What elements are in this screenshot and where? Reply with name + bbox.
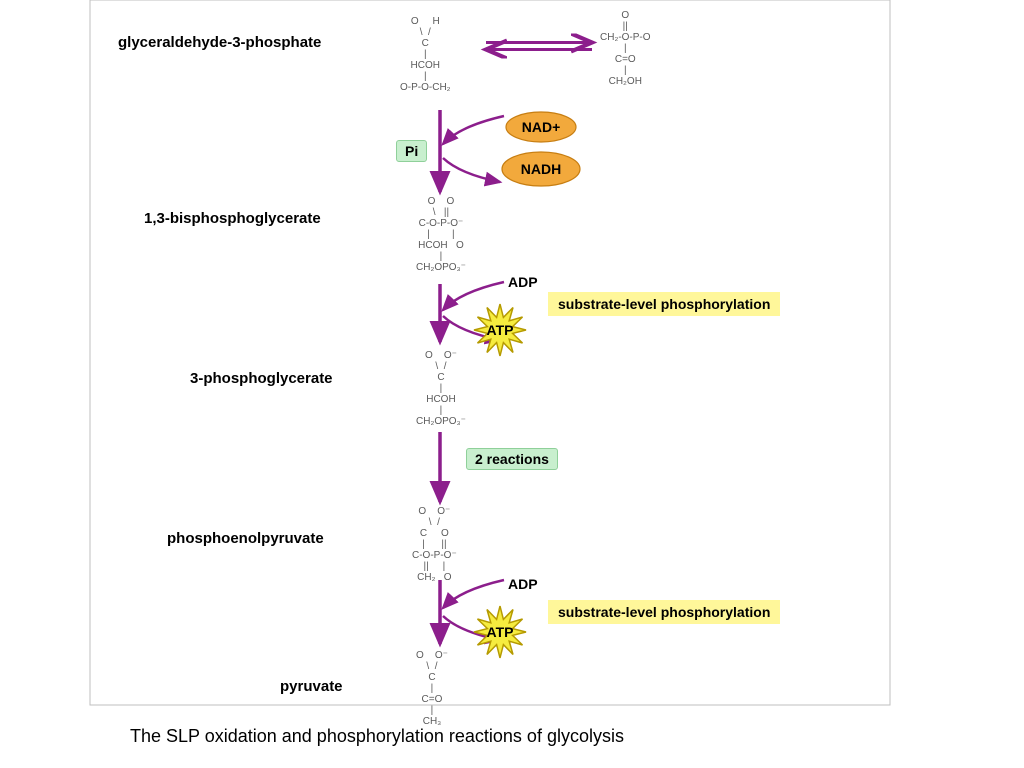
pi-badge: Pi [396,140,427,162]
atp-star-2: ATP [487,624,514,640]
adp-label-2: ADP [508,576,538,592]
molecule-label-pep: phosphoenolpyruvate [167,530,324,547]
slp-box-1: substrate-level phosphorylation [548,292,780,316]
chem-structure-g3p: O H \ / C | HCOH | O-P-O-CH₂ [400,16,451,93]
slp-box-2: substrate-level phosphorylation [548,600,780,624]
adp-label-1: ADP [508,274,538,290]
molecule-label-bpg: 1,3-bisphosphoglycerate [144,210,321,227]
chem-structure-bpg: O O \ || C-O-P-O⁻ | | HCOH O | CH₂OPO₃⁻ [416,196,466,273]
chem-structure-pg3: O O⁻ \ / C | HCOH | CH₂OPO₃⁻ [416,350,466,427]
molecule-label-g3p: glyceraldehyde-3-phosphate [118,34,321,51]
two-reactions-badge: 2 reactions [466,448,558,470]
diagram-canvas: ATP ATP NAD+ NADH glyceraldehyde-3-phosphat… [0,0,1024,768]
chem-structure-pep: O O⁻ \ / C O | || C-O-P-O⁻ || | CH₂ O [412,506,457,583]
chem-structure-pyr: O O⁻ \ / C | C=O | CH₃ [416,650,448,727]
molecule-label-pg3: 3-phosphoglycerate [190,370,333,387]
chem-structure-dhap: O || CH₂-O-P-O | C=O | CH₂OH [600,10,651,87]
figure-caption: The SLP oxidation and phosphorylation re… [130,726,624,747]
svg-layer: ATP ATP NAD+ NADH [0,0,1024,768]
molecule-label-pyr: pyruvate [280,678,343,695]
nad-oval: NAD+ [522,119,561,135]
nadh-oval: NADH [521,161,561,177]
atp-star-1: ATP [487,322,514,338]
